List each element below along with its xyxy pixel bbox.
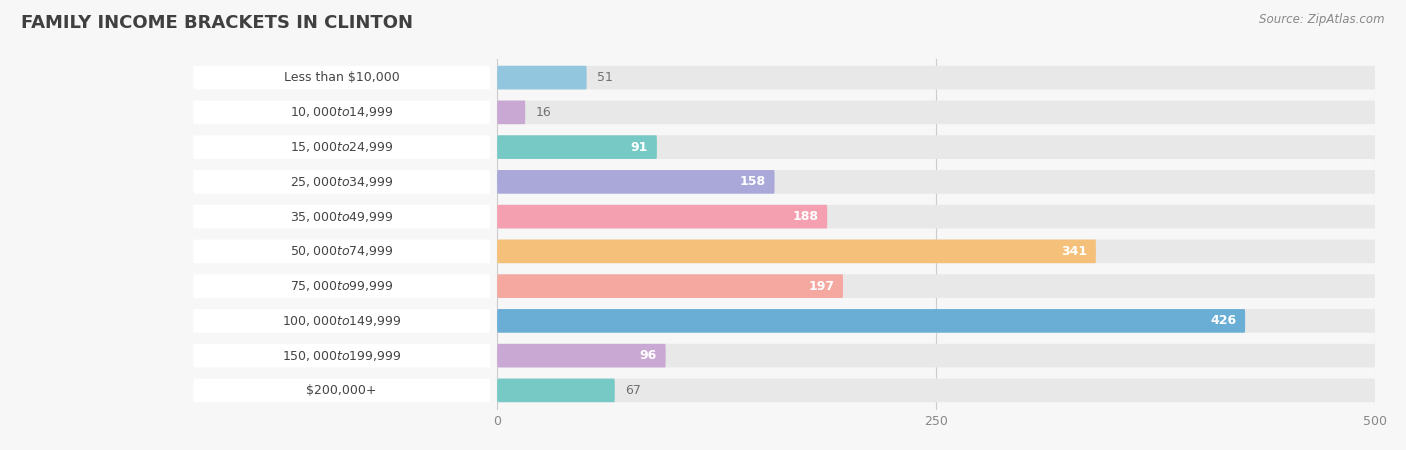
Text: $200,000+: $200,000+ bbox=[307, 384, 377, 397]
FancyBboxPatch shape bbox=[498, 378, 1375, 402]
FancyBboxPatch shape bbox=[498, 170, 775, 194]
FancyBboxPatch shape bbox=[498, 100, 526, 124]
FancyBboxPatch shape bbox=[498, 309, 1375, 333]
FancyBboxPatch shape bbox=[498, 274, 1375, 298]
Text: $25,000 to $34,999: $25,000 to $34,999 bbox=[290, 175, 394, 189]
Text: 158: 158 bbox=[740, 176, 766, 189]
FancyBboxPatch shape bbox=[498, 309, 1246, 333]
Text: $150,000 to $199,999: $150,000 to $199,999 bbox=[283, 349, 401, 363]
Text: 67: 67 bbox=[626, 384, 641, 397]
Text: 426: 426 bbox=[1211, 315, 1236, 328]
FancyBboxPatch shape bbox=[498, 66, 1375, 90]
FancyBboxPatch shape bbox=[498, 344, 1375, 368]
FancyBboxPatch shape bbox=[193, 66, 491, 90]
Text: 96: 96 bbox=[640, 349, 657, 362]
Text: 197: 197 bbox=[808, 279, 834, 292]
Text: $10,000 to $14,999: $10,000 to $14,999 bbox=[290, 105, 394, 119]
FancyBboxPatch shape bbox=[193, 309, 491, 333]
FancyBboxPatch shape bbox=[498, 100, 1375, 124]
FancyBboxPatch shape bbox=[193, 170, 491, 194]
Text: Source: ZipAtlas.com: Source: ZipAtlas.com bbox=[1260, 14, 1385, 27]
Text: 51: 51 bbox=[598, 71, 613, 84]
FancyBboxPatch shape bbox=[498, 135, 657, 159]
Text: $75,000 to $99,999: $75,000 to $99,999 bbox=[290, 279, 394, 293]
FancyBboxPatch shape bbox=[498, 239, 1095, 263]
FancyBboxPatch shape bbox=[498, 135, 1375, 159]
FancyBboxPatch shape bbox=[193, 274, 491, 298]
Text: $100,000 to $149,999: $100,000 to $149,999 bbox=[283, 314, 401, 328]
Text: 16: 16 bbox=[536, 106, 551, 119]
FancyBboxPatch shape bbox=[193, 239, 491, 263]
FancyBboxPatch shape bbox=[498, 205, 1375, 229]
Text: Less than $10,000: Less than $10,000 bbox=[284, 71, 399, 84]
FancyBboxPatch shape bbox=[498, 274, 844, 298]
FancyBboxPatch shape bbox=[193, 344, 491, 368]
FancyBboxPatch shape bbox=[498, 344, 665, 368]
Text: FAMILY INCOME BRACKETS IN CLINTON: FAMILY INCOME BRACKETS IN CLINTON bbox=[21, 14, 413, 32]
Text: 341: 341 bbox=[1062, 245, 1087, 258]
Text: $50,000 to $74,999: $50,000 to $74,999 bbox=[290, 244, 394, 258]
FancyBboxPatch shape bbox=[498, 205, 827, 229]
FancyBboxPatch shape bbox=[193, 135, 491, 159]
FancyBboxPatch shape bbox=[498, 378, 614, 402]
Text: $35,000 to $49,999: $35,000 to $49,999 bbox=[290, 210, 394, 224]
FancyBboxPatch shape bbox=[498, 239, 1375, 263]
Text: 91: 91 bbox=[631, 140, 648, 153]
FancyBboxPatch shape bbox=[498, 170, 1375, 194]
Text: 188: 188 bbox=[793, 210, 818, 223]
FancyBboxPatch shape bbox=[193, 205, 491, 229]
FancyBboxPatch shape bbox=[193, 378, 491, 402]
FancyBboxPatch shape bbox=[193, 100, 491, 124]
FancyBboxPatch shape bbox=[498, 66, 586, 90]
Text: $15,000 to $24,999: $15,000 to $24,999 bbox=[290, 140, 394, 154]
